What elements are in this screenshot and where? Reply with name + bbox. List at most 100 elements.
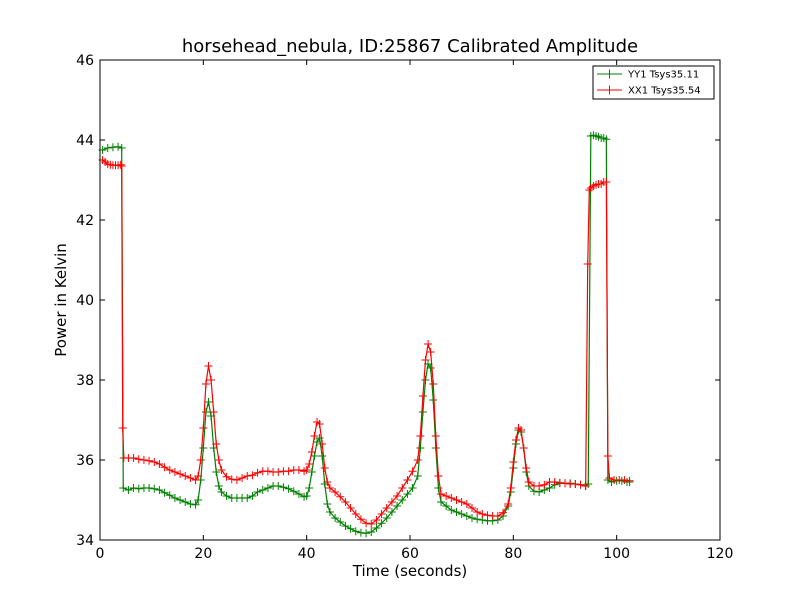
series-yy1-point [150,484,159,493]
series-xx1-point [442,492,451,500]
series-yy1-point [165,491,174,500]
series-xx1-point [346,504,355,512]
legend-label-yy1: YY1 Tsys35.11 [627,70,699,81]
series-yy1-point [181,498,190,506]
series-xx1-point [325,484,334,492]
y-tick-label: 36 [76,453,94,469]
series-xx1-point [398,484,407,492]
series-xx1-point [493,512,502,520]
series-yy1-point [372,524,381,532]
series-yy1-point [145,484,154,492]
series-xx1-point [581,482,590,490]
y-tick-label: 40 [76,293,94,309]
series-xx1-point [517,426,526,434]
series-xx1-point [129,454,138,462]
series-yy1-point [468,514,476,522]
series-xx1-point [506,484,515,492]
series-xx1-point [571,480,580,488]
series-yy1-point [191,500,200,509]
series-xx1-point [576,480,585,489]
series-yy1-point [212,468,221,476]
series-xx1-point [540,480,549,489]
series-yy1-point [442,502,451,510]
series-yy1-point [186,500,195,508]
series-xx1-point [473,508,482,516]
series-xx1-point [524,478,533,486]
series-yy1-point [387,508,396,516]
y-tick-label: 42 [76,213,94,229]
y-tick-label: 46 [76,53,94,69]
series-xx1-point [478,510,487,518]
series-xx1-point [222,472,231,481]
series-xx1-point [602,178,611,186]
series-yy1-point [289,487,298,496]
series-yy1-point [382,514,391,522]
y-tick-label: 34 [76,533,94,549]
series-xx1-point [194,472,203,480]
series-xx1-point [139,456,148,464]
series-xx1-point [499,508,507,517]
series-yy1-point [418,408,427,416]
series-yy1-point [194,496,203,504]
legend-label-xx1: XX1 Tsys35.54 [628,86,701,97]
series-xx1-point [367,520,376,528]
series-yy1-point [201,408,210,416]
series-xx1-point [181,472,190,480]
series-xx1-point [421,356,430,364]
series-yy1-point [341,522,350,530]
y-tick-label: 44 [76,133,94,149]
series-xx1-point [426,348,435,356]
series-xx1-point [160,463,169,472]
series-yy1-point [114,142,123,151]
series-xx1-point [418,392,427,400]
series-xx1-point [186,474,195,482]
series-yy1-point [331,514,340,522]
series-yy1-point [336,518,345,526]
series-yy1-point [416,444,425,452]
series-xx1-point [561,479,569,488]
series-xx1-point [382,504,391,512]
series-yy1-point [199,444,208,452]
series-xx1-point [462,500,471,508]
x-tick-label: 80 [504,546,522,562]
series-yy1-point [325,508,334,516]
series-xx1-point [403,476,412,484]
series-yy1-point [362,529,371,538]
series-xx1-point [416,432,425,440]
series-xx1-point [248,471,257,480]
series-yy1-point [426,364,435,372]
series-yy1-point [307,468,316,476]
series-yy1-point [413,472,422,480]
series-xx1-point [620,476,629,484]
series-yy1-point [377,519,386,528]
series-xx1-point [437,490,445,498]
series-xx1-point [429,380,438,388]
series-xx1-point [227,475,236,484]
series-yy1-point [248,492,257,500]
series-xx1-point [468,504,476,512]
series-xx1-point [511,436,520,444]
series-yy1-point [447,506,456,514]
series-xx1-point [431,432,440,440]
series-yy1-point [124,486,133,494]
series-xx1-point [452,496,461,504]
series-xx1-point [522,464,531,472]
series-yy1-point [129,484,138,492]
series-xx1-point [393,492,402,500]
series-xx1-point [585,186,594,194]
series-xx1-point [207,376,216,384]
series-xx1-point [504,500,513,508]
series-xx1-point [238,474,247,482]
series-xx1-point [408,467,417,476]
series-yy1-point [408,484,417,492]
series-yy1-point [457,510,466,518]
series-xx1-point [483,511,492,520]
plot-series-group [98,131,634,538]
series-xx1-point [550,478,559,486]
chart-title: horsehead_nebula, ID:25867 Calibrated Am… [182,36,638,57]
series-yy1-point [279,483,288,492]
series-yy1-point [346,524,355,533]
series-yy1-point [160,488,169,497]
series-xx1-point [603,452,612,460]
